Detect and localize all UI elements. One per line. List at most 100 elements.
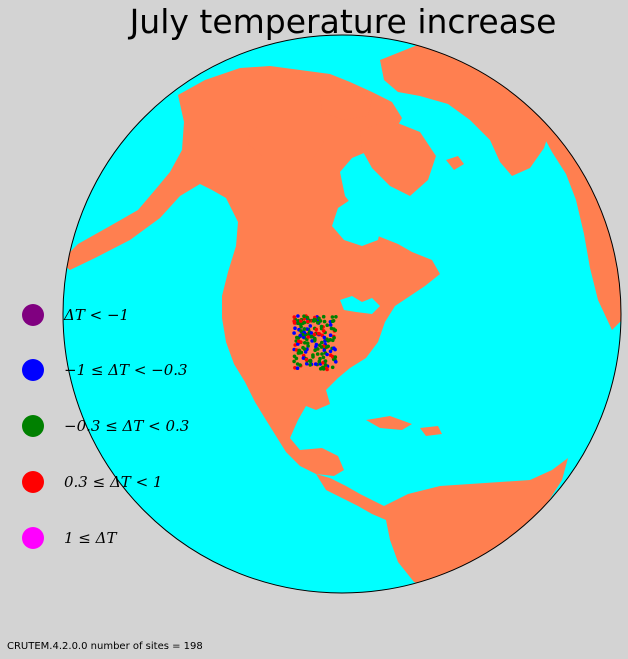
site-marker — [306, 335, 311, 339]
site-marker — [314, 327, 319, 332]
site-marker — [298, 333, 303, 338]
legend-blue-dot — [22, 359, 44, 381]
site-marker — [328, 353, 333, 358]
site-marker — [329, 326, 334, 331]
site-marker — [313, 338, 317, 342]
site-marker — [296, 351, 301, 355]
site-marker — [305, 361, 309, 366]
north-america-landmass — [63, 66, 440, 476]
iceland-island — [446, 156, 464, 170]
site-marker — [292, 359, 296, 364]
site-marker — [321, 314, 326, 319]
site-marker — [317, 331, 321, 336]
site-marker — [316, 320, 320, 325]
hudson-bay — [332, 196, 382, 246]
hispaniola-island — [420, 426, 442, 436]
site-marker — [301, 356, 306, 360]
site-marker — [299, 325, 303, 329]
site-marker — [306, 344, 310, 348]
legend-label: ΔT < −1 — [64, 306, 130, 324]
legend-item-lt-minus-1: ΔT < −1 — [22, 302, 129, 328]
legend-item-03-to-1: 0.3 ≤ ΔT < 1 — [22, 469, 162, 495]
legend-item-minus-03-to-03: −0.3 ≤ ΔT < 0.3 — [22, 413, 189, 439]
ellesmere-island — [320, 90, 372, 120]
site-marker — [310, 339, 314, 343]
map-title: July temperature increase — [129, 2, 557, 41]
site-marker — [308, 359, 313, 364]
site-marker — [312, 317, 317, 322]
baffin-island — [360, 120, 436, 196]
footer-caption: CRUTEM.4.2.0.0 number of sites = 198 — [7, 641, 203, 652]
site-marker — [332, 336, 336, 340]
globe-outline — [62, 34, 622, 594]
legend-item-minus-1-to-minus-03: −1 ≤ ΔT < −0.3 — [22, 357, 188, 383]
site-marker — [299, 329, 303, 333]
south-america-landmass — [384, 458, 568, 588]
site-marker — [333, 347, 337, 352]
site-marker — [318, 356, 322, 361]
site-marker — [334, 315, 338, 319]
cuba-island — [366, 416, 412, 430]
site-marker — [323, 363, 328, 367]
site-marker — [328, 349, 333, 354]
site-marker — [317, 316, 321, 321]
site-marker — [292, 331, 296, 335]
site-marker — [319, 345, 324, 349]
site-marker — [308, 324, 313, 328]
site-marker — [320, 352, 324, 356]
site-marker — [325, 352, 329, 357]
site-marker — [313, 348, 317, 353]
site-marker — [299, 322, 303, 326]
site-marker — [302, 314, 306, 319]
site-marker — [302, 347, 307, 352]
site-marker — [320, 340, 324, 345]
site-marker — [298, 363, 302, 367]
site-marker — [295, 366, 300, 371]
legend-item-ge-1: 1 ≤ ΔT — [22, 525, 117, 551]
legend-magenta-dot — [22, 527, 44, 549]
site-marker — [302, 317, 307, 321]
site-marker — [296, 321, 300, 326]
site-marker — [304, 357, 309, 362]
site-marker — [313, 362, 318, 366]
site-marker — [323, 359, 328, 363]
site-marker — [299, 319, 303, 323]
site-marker — [297, 339, 301, 344]
site-marker — [334, 360, 338, 364]
site-marker — [305, 327, 309, 331]
site-marker — [296, 314, 300, 318]
site-marker — [333, 328, 338, 333]
site-marker — [293, 326, 297, 331]
site-marker — [295, 335, 299, 340]
site-marker — [297, 348, 302, 353]
site-marker — [303, 350, 308, 354]
site-marker — [330, 319, 335, 324]
site-marker — [318, 319, 323, 323]
site-marker — [328, 333, 333, 338]
legend-red-dot — [22, 471, 44, 493]
site-marker — [333, 355, 338, 359]
site-marker — [315, 352, 320, 356]
legend-label: 1 ≤ ΔT — [64, 529, 117, 547]
legend-green-dot — [22, 415, 44, 437]
station-sites — [292, 314, 338, 372]
site-marker — [317, 359, 322, 364]
site-marker — [321, 329, 326, 333]
site-marker — [302, 320, 307, 325]
site-marker — [328, 323, 333, 327]
site-marker — [330, 315, 335, 319]
site-marker — [292, 319, 297, 324]
site-marker — [312, 332, 317, 337]
site-marker — [322, 348, 327, 353]
site-marker — [330, 365, 335, 370]
site-marker — [302, 327, 307, 331]
site-marker — [309, 331, 314, 335]
site-marker — [306, 319, 310, 324]
site-marker — [321, 367, 326, 371]
great-lakes — [340, 296, 380, 314]
site-marker — [303, 341, 307, 345]
site-marker — [305, 341, 310, 346]
site-marker — [319, 324, 324, 329]
site-marker — [294, 339, 299, 343]
